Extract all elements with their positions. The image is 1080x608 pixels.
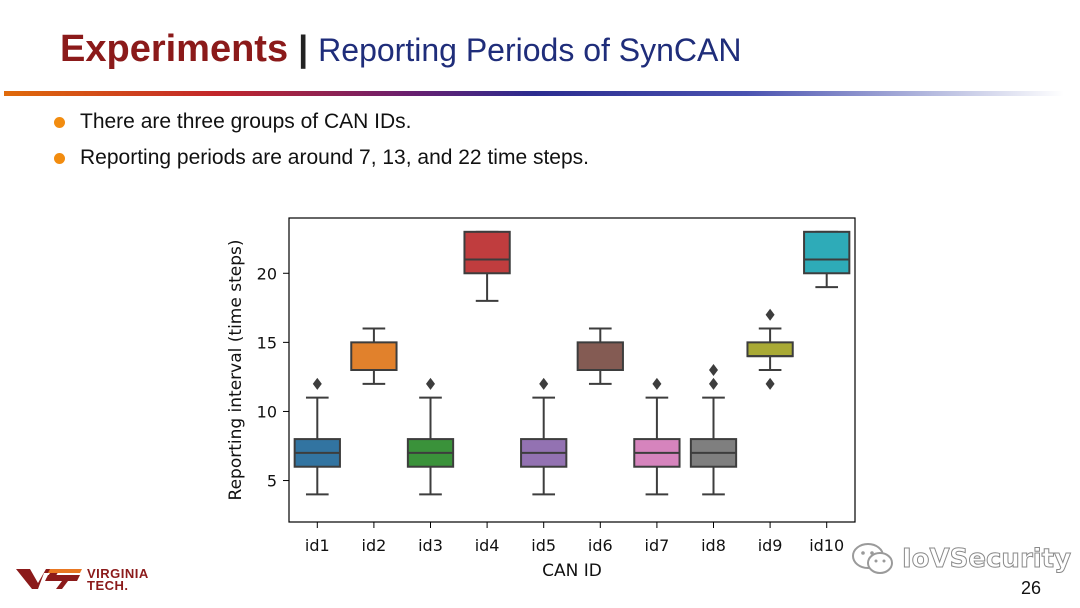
y-tick-label: 20 bbox=[257, 264, 277, 283]
watermark-text: IoVSecurity bbox=[901, 544, 1072, 575]
bullet-text: Reporting periods are around 7, 13, and … bbox=[80, 146, 589, 169]
y-tick-label: 10 bbox=[257, 402, 277, 421]
title-divider bbox=[4, 91, 1064, 96]
box-id2 bbox=[350, 341, 398, 372]
bullet-dot-icon bbox=[54, 153, 65, 164]
bullet-item: There are three groups of CAN IDs. bbox=[52, 108, 589, 144]
logo-text-line1: VIRGINIA bbox=[87, 566, 149, 581]
box-id4 bbox=[463, 230, 511, 275]
outlier-point bbox=[765, 377, 775, 390]
x-tick-label: id2 bbox=[362, 536, 387, 555]
y-tick-label: 15 bbox=[257, 333, 277, 352]
box-id10 bbox=[803, 230, 851, 275]
x-tick-label: id7 bbox=[645, 536, 670, 555]
slide-title: Experiments | Reporting Periods of SynCAN bbox=[60, 28, 741, 71]
x-tick-label: id5 bbox=[531, 536, 556, 555]
outlier-point bbox=[652, 377, 662, 390]
y-axis-label: Reporting interval (time steps) bbox=[226, 240, 246, 501]
outlier-point bbox=[312, 377, 322, 390]
y-tick-label: 5 bbox=[267, 472, 277, 491]
watermark: IoVSecurity bbox=[850, 541, 1072, 577]
bullet-dot-icon bbox=[54, 117, 65, 128]
logo-text: VIRGINIA TECH. bbox=[87, 566, 149, 593]
title-subtitle: Reporting Periods of SynCAN bbox=[318, 32, 742, 68]
outlier-point bbox=[709, 364, 718, 376]
bullet-item: Reporting periods are around 7, 13, and … bbox=[52, 144, 589, 180]
logo-text-line2: TECH. bbox=[87, 578, 129, 593]
x-tick-label: id10 bbox=[809, 536, 844, 555]
wechat-icon bbox=[852, 543, 893, 574]
x-tick-label: id9 bbox=[758, 536, 783, 555]
x-tick-label: id4 bbox=[475, 536, 500, 555]
x-tick-label: id8 bbox=[701, 536, 726, 555]
bullet-text: There are three groups of CAN IDs. bbox=[80, 110, 412, 133]
outlier-point bbox=[426, 377, 435, 390]
virginia-tech-logo-icon bbox=[16, 569, 82, 589]
box-id6 bbox=[576, 341, 624, 372]
x-tick-label: id3 bbox=[418, 536, 443, 555]
x-axis-label: CAN ID bbox=[542, 561, 602, 581]
title-main: Experiments bbox=[60, 28, 289, 70]
x-tick-label: id1 bbox=[305, 536, 330, 555]
bullet-list: There are three groups of CAN IDs. Repor… bbox=[52, 108, 589, 180]
title-separator: | bbox=[298, 28, 309, 69]
page-number: 26 bbox=[1021, 578, 1042, 598]
outlier-point bbox=[709, 377, 718, 390]
x-tick-label: id6 bbox=[588, 536, 613, 555]
outlier-point bbox=[765, 308, 775, 321]
outlier-point bbox=[539, 377, 549, 390]
box-id9 bbox=[746, 341, 794, 358]
